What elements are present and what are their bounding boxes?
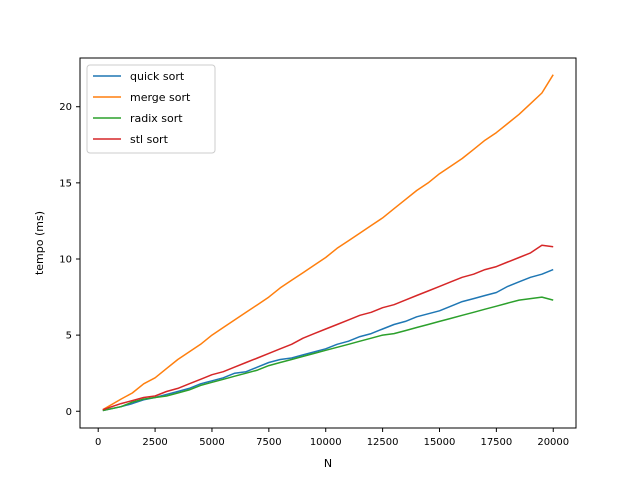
y-tick-label: 0 <box>66 407 72 418</box>
axes-layer: 0 2500 5000 7500 10000 12500 15000 17500 20000 0 5… <box>59 102 569 448</box>
x-tick-label: 17500 <box>480 437 512 448</box>
series-layer <box>102 74 554 412</box>
x-axis-label: N <box>324 457 332 470</box>
series-line <box>102 244 554 411</box>
legend-entry: quick sort <box>130 70 185 83</box>
x-tick-label: 5000 <box>199 437 224 448</box>
x-tick-label: 2500 <box>142 437 167 448</box>
legend: quick sort merge sort radix sort stl sort <box>86 64 216 154</box>
legend-box <box>86 64 216 154</box>
legend-entry: radix sort <box>130 112 183 125</box>
y-tick-label: 15 <box>59 178 72 189</box>
legend-entry: stl sort <box>130 133 169 146</box>
x-tick-label: 7500 <box>256 437 281 448</box>
x-tick-label: 20000 <box>537 437 569 448</box>
y-axis-label: tempo (ms) <box>33 211 46 275</box>
x-tick-label: 10000 <box>310 437 342 448</box>
x-tick-label: 15000 <box>424 437 456 448</box>
y-tick-label: 5 <box>66 331 72 342</box>
legend-entry: merge sort <box>130 91 191 104</box>
y-tick-label: 10 <box>59 254 72 265</box>
y-tick-label: 20 <box>59 102 72 113</box>
x-tick-label: 12500 <box>367 437 399 448</box>
plot-frame <box>79 57 577 429</box>
x-tick-label: 0 <box>95 437 101 448</box>
series-line <box>102 268 554 412</box>
series-line <box>102 74 554 411</box>
series-line <box>102 296 554 412</box>
